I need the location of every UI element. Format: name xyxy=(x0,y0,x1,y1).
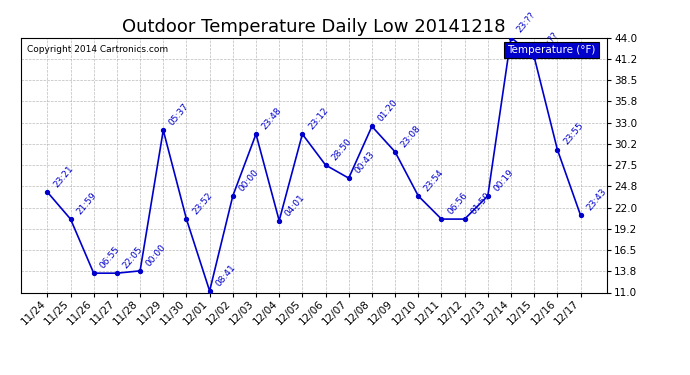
Point xyxy=(343,175,354,181)
Text: 06:56: 06:56 xyxy=(446,191,469,216)
Point xyxy=(506,34,517,40)
Text: 00:00: 00:00 xyxy=(237,168,261,193)
Text: 01:20: 01:20 xyxy=(376,98,400,124)
Text: 00:00: 00:00 xyxy=(144,243,168,268)
Text: 01:59: 01:59 xyxy=(469,191,493,216)
Point xyxy=(227,193,238,199)
Point xyxy=(158,127,169,133)
Point xyxy=(274,217,285,223)
Text: 23:52: 23:52 xyxy=(190,191,214,216)
Text: 08:41: 08:41 xyxy=(214,262,237,288)
Text: 22:05: 22:05 xyxy=(121,245,144,270)
Text: 23:43: 23:43 xyxy=(584,187,608,213)
Text: 23:??: 23:?? xyxy=(515,11,538,35)
Text: 23:48: 23:48 xyxy=(260,106,284,131)
Text: 21:59: 21:59 xyxy=(75,191,98,216)
Point xyxy=(575,212,586,218)
Text: 28:50: 28:50 xyxy=(330,137,353,162)
Text: Temperature (°F): Temperature (°F) xyxy=(507,45,595,55)
Text: 04:01: 04:01 xyxy=(284,192,307,218)
Point xyxy=(111,270,122,276)
Text: 23:08: 23:08 xyxy=(400,124,423,149)
Point xyxy=(459,216,470,222)
Text: 00:19: 00:19 xyxy=(492,168,515,193)
Point xyxy=(320,162,331,168)
Text: 23:12: 23:12 xyxy=(306,106,330,131)
Point xyxy=(135,268,146,274)
Text: Copyright 2014 Cartronics.com: Copyright 2014 Cartronics.com xyxy=(26,45,168,54)
Text: 23:??: 23:?? xyxy=(538,30,560,54)
Point xyxy=(390,149,401,155)
Point xyxy=(436,216,447,222)
Point xyxy=(482,193,493,199)
Point xyxy=(65,216,76,222)
Text: 06:55: 06:55 xyxy=(98,245,121,270)
Point xyxy=(552,147,563,153)
Point xyxy=(529,54,540,60)
Text: 05:37: 05:37 xyxy=(168,102,191,128)
Point xyxy=(204,288,215,294)
Point xyxy=(366,123,377,129)
Point xyxy=(88,270,99,276)
Text: 23:21: 23:21 xyxy=(52,164,75,189)
Point xyxy=(413,193,424,199)
Title: Outdoor Temperature Daily Low 20141218: Outdoor Temperature Daily Low 20141218 xyxy=(122,18,506,36)
Text: 23:54: 23:54 xyxy=(422,168,446,193)
Text: 00:43: 00:43 xyxy=(353,150,376,176)
Point xyxy=(250,131,262,137)
Point xyxy=(42,189,53,195)
Point xyxy=(297,131,308,137)
Point xyxy=(181,216,192,222)
Text: 23:55: 23:55 xyxy=(562,121,585,147)
